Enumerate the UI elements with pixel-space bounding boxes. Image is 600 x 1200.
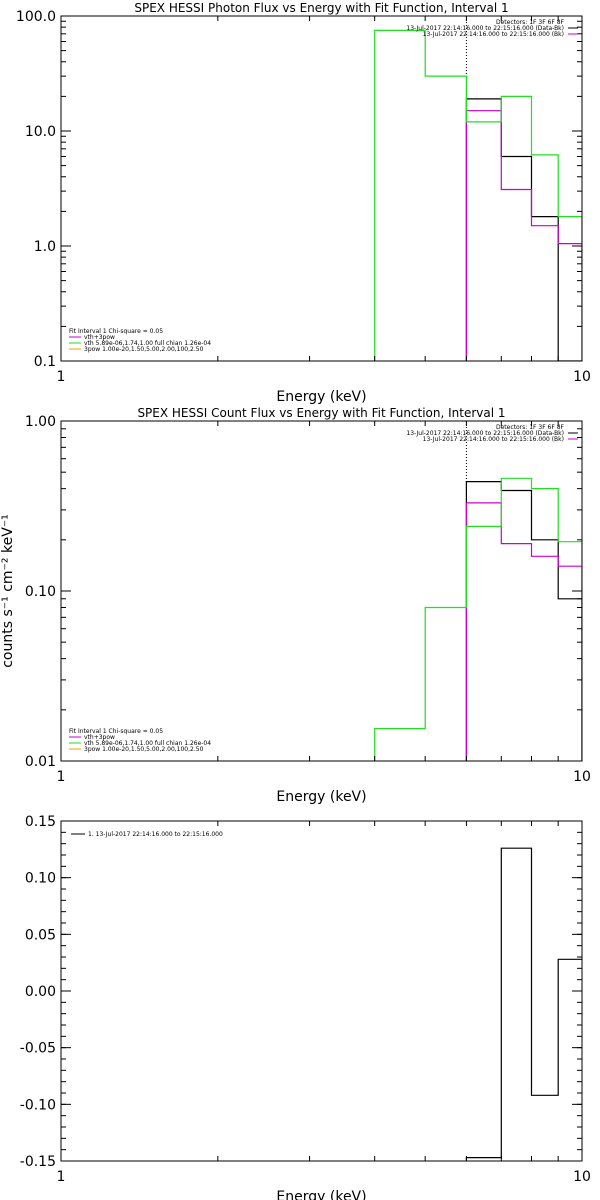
series-black-line <box>465 98 582 361</box>
count-flux-panel: SPEX HESSI Count Flux vs Energy with Fit… <box>0 406 591 805</box>
x-axis-label: Energy (keV) <box>276 789 366 805</box>
data-series-group <box>374 29 582 361</box>
y-tick-label: -0.10 <box>20 1097 56 1113</box>
y-tick-label: 0.00 <box>25 984 56 1000</box>
y-tick-label: 0.10 <box>25 871 56 887</box>
series-black-line <box>465 481 582 761</box>
y-tick-marks <box>61 420 582 762</box>
x-axis-label: Energy (keV) <box>276 1189 366 1200</box>
y-tick-label: -0.15 <box>20 1154 56 1170</box>
legend-header: Fit Interval 1 Chi-square = 0.05 <box>69 328 163 335</box>
legend-entry-text: 3pow 1.00e-20,1.50,5.00,2.00,100,2.50 <box>84 746 204 753</box>
x-tick-label: 1 <box>57 369 66 385</box>
chart-title: SPEX HESSI Photon Flux vs Energy with Fi… <box>134 1 508 15</box>
axes-frame <box>60 420 583 762</box>
y-tick-label: 1.0 <box>34 239 56 255</box>
chart-title: SPEX HESSI Count Flux vs Energy with Fit… <box>137 406 505 420</box>
legend-top-left: 1. 13-Jul-2017 22:14:16.000 to 22:15:16.… <box>71 831 223 838</box>
photon-flux-panel: SPEX HESSI Photon Flux vs Energy with Fi… <box>16 1 591 405</box>
legend-entry-text: 3pow 1.00e-20,1.50,5.00,2.00,100,2.50 <box>84 346 204 353</box>
x-tick-label: 1 <box>57 769 66 785</box>
y-tick-label: -0.05 <box>20 1041 56 1057</box>
y-tick-label: 100.0 <box>16 9 56 25</box>
y-tick-label: 10.0 <box>25 124 56 140</box>
x-tick-label: 10 <box>573 1169 591 1185</box>
residuals-panel: -0.15 -0.10 -0.05 0.00 0.05 0.10 0.15 1 10 Energy… <box>20 814 591 1200</box>
legend-entry-text: Detectors: 1F 3F 6F 8F <box>496 424 565 431</box>
legend-bottom-left: Fit Interval 1 Chi-square = 0.05vth+3pow… <box>69 328 211 353</box>
y-tick-marks <box>61 15 582 362</box>
x-tick-label: 1 <box>57 1169 66 1185</box>
x-tick-marks <box>217 421 559 761</box>
legend-entry-text: vth+3pow <box>84 734 115 741</box>
series-green-line <box>374 29 582 361</box>
legend-entry-text: 13-Jul-2017 22:14:16.000 to 22:15:16.000… <box>423 436 564 443</box>
legend-entry-text: 13-Jul-2017 22:14:16.000 to 22:15:16.000… <box>406 430 564 437</box>
y-tick-label: 0.15 <box>25 814 56 830</box>
y-tick-label: 0.1 <box>34 354 56 370</box>
legend-entry-text: 13-Jul-2017 22:14:16.000 to 22:15:16.000… <box>406 25 564 32</box>
y-tick-label: 0.10 <box>25 584 56 600</box>
y-tick-label: 0.05 <box>25 927 56 943</box>
legend-entry-text: vth 5.89e-06,1.74,1.00 full chian 1.26e-… <box>84 340 211 347</box>
data-series-group <box>374 477 582 761</box>
axes-frame <box>60 820 583 1162</box>
series-magenta-line <box>465 110 582 361</box>
y-axis-label: counts s⁻¹ cm⁻² keV⁻¹ <box>0 514 16 668</box>
legend-entry-text: vth+3pow <box>84 334 115 341</box>
legend-header: Fit Interval 1 Chi-square = 0.05 <box>69 728 163 735</box>
legend-entry-text: 13-Jul-2017 22:14:16.000 to 22:15:16.000… <box>423 31 564 38</box>
x-tick-marks <box>217 16 559 361</box>
legend-bottom-left: Fit Interval 1 Chi-square = 0.05vth+3pow… <box>69 728 211 753</box>
legend-entry-text: Detectors: 1F 3F 6F 8F <box>496 19 565 26</box>
legend-entry-text: 1. 13-Jul-2017 22:14:16.000 to 22:15:16.… <box>88 831 223 838</box>
series-magenta-line <box>465 502 582 761</box>
data-series-group <box>465 847 582 1161</box>
x-tick-label: 10 <box>573 369 591 385</box>
y-tick-label: 0.01 <box>25 754 56 770</box>
legend-entry-text: vth 5.89e-06,1.74,1.00 full chian 1.26e-… <box>84 740 211 747</box>
y-tick-label: 1.00 <box>25 414 56 430</box>
series-black-line <box>465 847 582 1161</box>
x-axis-label: Energy (keV) <box>276 389 366 405</box>
axes-frame <box>60 15 583 362</box>
y-tick-marks <box>61 820 582 1162</box>
series-green-line <box>374 477 582 761</box>
x-tick-marks <box>217 821 559 1161</box>
x-tick-label: 10 <box>573 769 591 785</box>
